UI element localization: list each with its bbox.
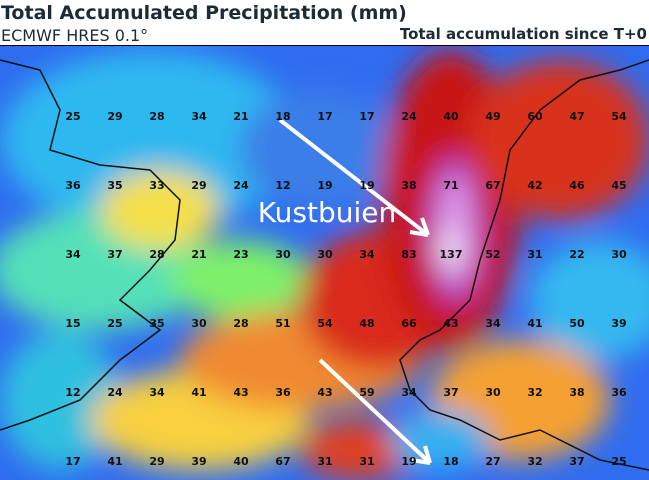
grid-value: 43	[233, 386, 248, 399]
grid-value: 23	[233, 248, 248, 261]
grid-value: 47	[569, 110, 584, 123]
grid-value: 51	[275, 317, 290, 330]
grid-value: 39	[611, 317, 626, 330]
grid-value: 48	[359, 317, 374, 330]
grid-value: 36	[65, 179, 81, 192]
grid-value: 34	[191, 110, 207, 123]
grid-value: 35	[149, 317, 164, 330]
grid-value: 29	[149, 455, 164, 468]
grid-value: 24	[401, 110, 417, 123]
grid-value: 21	[191, 248, 206, 261]
grid-value: 41	[107, 455, 122, 468]
grid-value: 25	[107, 317, 122, 330]
grid-value: 31	[317, 455, 332, 468]
grid-value: 22	[569, 248, 584, 261]
grid-value: 31	[527, 248, 542, 261]
annotation: Kustbuien	[258, 196, 397, 229]
grid-value: 30	[317, 248, 333, 261]
grid-value: 12	[65, 386, 80, 399]
grid-value: 12	[275, 179, 290, 192]
grid-value: 15	[65, 317, 80, 330]
grid-value: 25	[611, 455, 626, 468]
grid-value: 40	[233, 455, 249, 468]
grid-value: 54	[611, 110, 627, 123]
grid-value: 18	[443, 455, 458, 468]
grid-value: 29	[107, 110, 122, 123]
grid-value: 25	[65, 110, 80, 123]
grid-value: 34	[485, 317, 501, 330]
grid-value: 37	[107, 248, 122, 261]
grid-value: 38	[569, 386, 584, 399]
grid-value: 32	[527, 455, 542, 468]
grid-value: 71	[443, 179, 458, 192]
grid-value: 41	[527, 317, 542, 330]
grid-value: 37	[443, 386, 458, 399]
grid-value: 30	[275, 248, 291, 261]
grid-value: 30	[611, 248, 627, 261]
grid-value: 67	[275, 455, 290, 468]
grid-value: 29	[191, 179, 206, 192]
grid-value: 42	[527, 179, 542, 192]
grid-value: 49	[485, 110, 500, 123]
grid-value: 46	[569, 179, 585, 192]
grid-value: 34	[149, 386, 165, 399]
subtitle: ECMWF HRES 0.1°	[1, 26, 149, 45]
precip-field: Kustbuien 25 29 28 34 21 18 17 17 24 40 49 60 47 54 36…	[0, 45, 649, 480]
grid-value: 40	[443, 110, 459, 123]
accumulation-label: Total accumulation since T+0	[399, 25, 647, 43]
grid-value: 34	[401, 386, 417, 399]
grid-value: 83	[401, 248, 416, 261]
grid-value: 45	[611, 179, 626, 192]
grid-value: 67	[485, 179, 500, 192]
grid-value: 17	[359, 110, 374, 123]
grid-value: 36	[275, 386, 291, 399]
grid-value: 137	[440, 248, 463, 261]
grid-value: 60	[527, 110, 543, 123]
grid-value: 66	[401, 317, 417, 330]
grid-value: 33	[149, 179, 164, 192]
grid-value: 34	[65, 248, 81, 261]
grid-value: 18	[275, 110, 290, 123]
grid-value: 38	[401, 179, 416, 192]
grid-value: 19	[359, 179, 374, 192]
grid-value: 36	[611, 386, 627, 399]
grid-value: 28	[149, 248, 164, 261]
grid-value: 30	[485, 386, 501, 399]
grid-value: 17	[317, 110, 332, 123]
grid-value: 37	[569, 455, 584, 468]
grid-value: 28	[149, 110, 164, 123]
grid-value: 50	[569, 317, 585, 330]
grid-value: 24	[107, 386, 123, 399]
grid-value: 41	[191, 386, 206, 399]
grid-value: 32	[527, 386, 542, 399]
grid-value: 19	[317, 179, 332, 192]
value-grid: 25 29 28 34 21 18 17 17 24 40 49 60 47 54 36 35 33 29 24 12…	[65, 110, 627, 468]
grid-value: 28	[233, 317, 248, 330]
grid-value: 35	[107, 179, 122, 192]
grid-value: 52	[485, 248, 500, 261]
grid-value: 17	[65, 455, 80, 468]
grid-value: 43	[443, 317, 458, 330]
grid-value: 30	[191, 317, 207, 330]
grid-value: 34	[359, 248, 375, 261]
grid-value: 19	[401, 455, 416, 468]
grid-value: 43	[317, 386, 332, 399]
grid-value: 31	[359, 455, 374, 468]
title: Total Accumulated Precipitation (mm)	[1, 2, 407, 24]
grid-value: 27	[485, 455, 500, 468]
grid-value: 24	[233, 179, 249, 192]
grid-value: 39	[191, 455, 206, 468]
grid-value: 21	[233, 110, 248, 123]
grid-value: 54	[317, 317, 333, 330]
grid-value: 59	[359, 386, 374, 399]
map: Kustbuien 25 29 28 34 21 18 17 17 24 40 49 60 47 54 36…	[0, 45, 649, 480]
